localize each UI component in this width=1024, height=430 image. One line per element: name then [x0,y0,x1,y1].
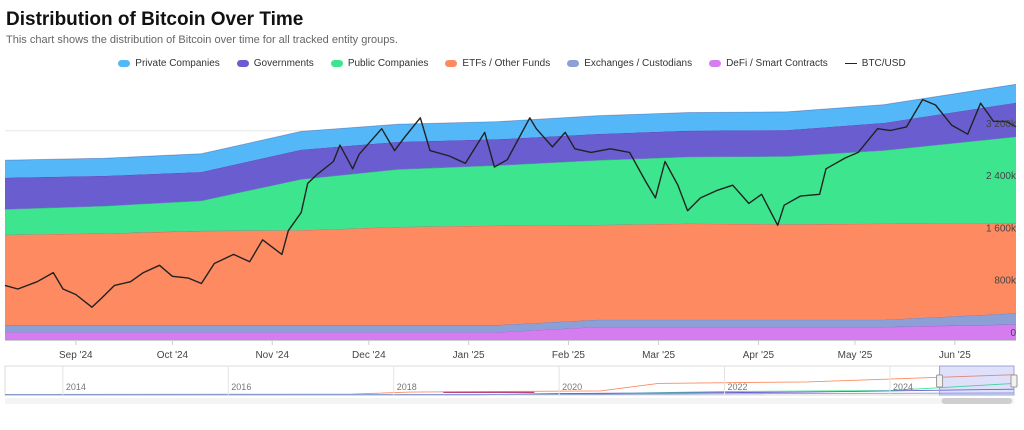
x-tick-label: Apr '25 [743,350,775,361]
x-tick-label: May '25 [838,350,873,361]
navigator-frame [4,365,1015,396]
legend-swatch [236,60,249,67]
legend-item-btc-usd[interactable]: BTC/USD [844,58,906,69]
legend-label: BTC/USD [861,58,906,69]
legend: Private Companies Governments Public Compa… [0,58,1024,69]
navigator-handle-left[interactable] [936,374,944,388]
legend-item-defi-smart-contracts[interactable]: DeFi / Smart Contracts [709,58,828,69]
x-tick-label: Feb '25 [552,350,585,361]
legend-item-governments[interactable]: Governments [236,58,314,69]
scrollbar-track [5,398,1014,404]
area-private-companies [5,84,1016,178]
area-exchanges-custodians [5,313,1016,333]
y-tick-label: 1 600k [986,223,1017,234]
y-tick-label: 2 400k [986,171,1017,182]
main-chart[interactable]: 0 800k 1 600k 2 400k 3 200k Sep '24 Oct '24 Nov… [0,0,1024,362]
legend-label: Governments [253,58,314,69]
y-tick-label: 800k [994,276,1017,287]
x-tick-label: Jan '25 [453,350,485,361]
area-governments [5,102,1016,210]
navigator-series-1 [5,382,1015,396]
legend-label: ETFs / Other Funds [462,58,551,69]
navigator-year-label: 2014 [66,382,86,392]
legend-swatch [118,60,131,67]
navigator-year-label: 2024 [893,382,913,392]
legend-swatch [330,60,343,67]
navigator-year-label: 2016 [231,382,251,392]
legend-item-private-companies[interactable]: Private Companies [118,58,220,69]
legend-item-public-companies[interactable]: Public Companies [330,58,429,69]
x-tick-label: Jun '25 [939,350,971,361]
legend-swatch [567,60,580,67]
navigator-selection [939,365,1015,396]
legend-item-exchanges-custodians[interactable]: Exchanges / Custodians [567,58,692,69]
navigator-year-label: 2020 [562,382,582,392]
chart-subtitle: This chart shows the distribution of Bit… [6,34,398,46]
x-tick-label: Oct '24 [157,350,189,361]
area-defi-smart-contracts [5,324,1016,340]
chart-title: Distribution of Bitcoin Over Time [6,9,304,30]
navigator-series-3 [4,392,1015,396]
navigator-series-0 [4,374,1015,395]
x-tick-label: Sep '24 [59,350,93,361]
legend-label: Public Companies [347,58,429,69]
legend-label: Exchanges / Custodians [584,58,693,69]
navigator-handle-right[interactable] [1010,374,1018,388]
legend-line-swatch [844,63,857,64]
navigator-series-2 [5,388,1015,396]
area-etfs-other-funds [5,223,1016,325]
x-tick-label: Mar '25 [642,350,675,361]
legend-item-etfs-other-funds[interactable]: ETFs / Other Funds [445,58,550,69]
legend-swatch [709,60,722,67]
scrollbar-thumb[interactable] [941,398,1012,404]
navigator-year-label: 2018 [397,382,417,392]
y-tick-label: 3 200k [986,119,1017,130]
navigator-year-label: 2022 [728,382,748,392]
area-edge-private-companies [4,83,1017,161]
x-tick-label: Nov '24 [255,350,289,361]
x-tick-label: Dec '24 [352,350,386,361]
btc-usd-line [4,98,1017,308]
legend-swatch [445,60,458,67]
legend-label: DeFi / Smart Contracts [726,58,828,69]
legend-label: Private Companies [135,58,220,69]
area-public-companies [5,136,1016,235]
y-tick-label: 0 [1010,328,1016,339]
